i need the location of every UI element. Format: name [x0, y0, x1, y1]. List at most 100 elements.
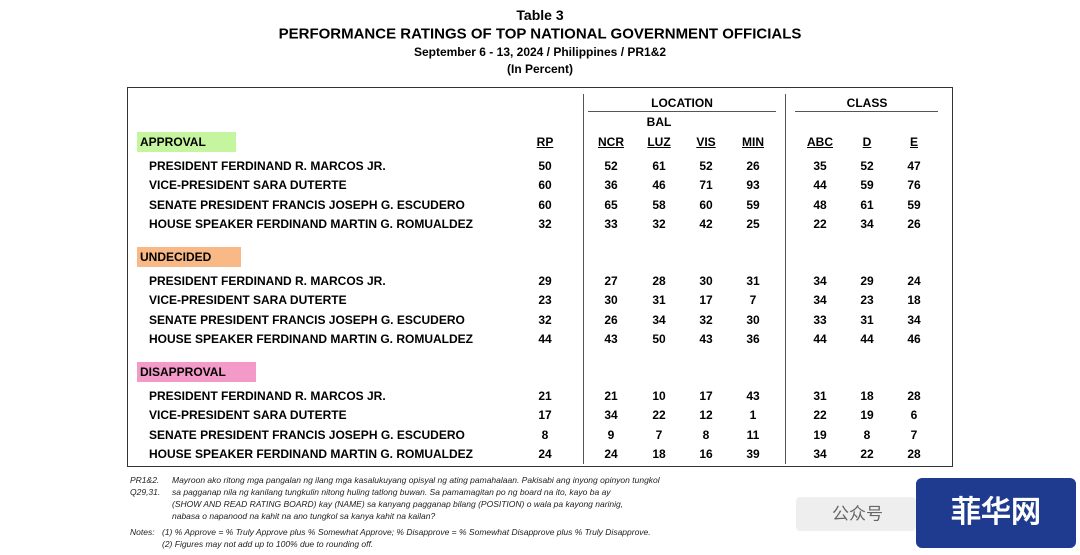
table-frame: [127, 87, 953, 467]
cell-value: 47: [907, 159, 921, 173]
cell-value: 28: [907, 447, 921, 462]
notes-label: Notes:: [130, 526, 155, 537]
cell-value: 58: [652, 197, 666, 212]
cell-value: 26: [604, 312, 618, 327]
group-header: CLASS: [846, 96, 888, 110]
cell-value: 34: [907, 312, 921, 327]
cell-value: 35: [813, 159, 827, 173]
group-header: LOCATION: [651, 96, 713, 110]
cell-value: 17: [538, 408, 552, 423]
group-rule: [588, 111, 776, 112]
cell-value: 28: [652, 274, 666, 288]
cell-value: 34: [860, 217, 874, 232]
cell-value: 24: [907, 274, 921, 288]
cell-value: 52: [604, 159, 618, 173]
cell-value: 19: [860, 408, 874, 423]
row-name: PRESIDENT FERDINAND R. MARCOS JR.: [149, 159, 386, 173]
column-header: RP: [536, 135, 554, 149]
row-name: HOUSE SPEAKER FERDINAND MARTIN G. ROMUAL…: [149, 447, 474, 462]
cell-value: 42: [699, 217, 713, 232]
cell-value: 30: [699, 274, 713, 288]
row-name: HOUSE SPEAKER FERDINAND MARTIN G. ROMUAL…: [149, 217, 474, 232]
cell-value: 43: [604, 332, 618, 347]
cell-value: 32: [652, 217, 666, 232]
notes-line: (1) % Approve = % Truly Approve plus % S…: [162, 526, 651, 537]
row-name: SENATE PRESIDENT FRANCIS JOSEPH G. ESCUD…: [149, 312, 465, 327]
cell-value: 60: [538, 197, 552, 212]
notes-line: (2) Figures may not add up to 100% due t…: [162, 538, 374, 549]
column-header: VIS: [696, 135, 716, 149]
group-rule: [795, 111, 938, 112]
column-header: ABC: [807, 135, 833, 149]
cell-value: 26: [907, 217, 921, 232]
cell-value: 71: [699, 178, 713, 193]
cell-value: 27: [604, 274, 618, 288]
section-label: UNDECIDED: [137, 247, 242, 267]
cell-value: 34: [813, 447, 827, 462]
cell-value: 29: [860, 274, 874, 288]
cell-value: 17: [699, 293, 713, 308]
cell-value: 65: [604, 197, 618, 212]
cell-value: 61: [652, 159, 666, 173]
cell-value: 59: [860, 178, 874, 193]
cell-value: 44: [860, 332, 874, 347]
column-header: MIN: [742, 135, 764, 149]
cell-value: 34: [813, 293, 827, 308]
cell-value: 32: [538, 217, 552, 232]
column-header: LUZ: [647, 135, 671, 149]
cell-value: 50: [538, 159, 552, 173]
unit: (In Percent): [506, 62, 574, 76]
cell-value: 31: [813, 389, 827, 403]
cell-value: 59: [746, 197, 760, 212]
cell-value: 19: [813, 427, 827, 442]
cell-value: 18: [860, 389, 874, 403]
cell-value: 33: [604, 217, 618, 232]
cell-value: 33: [813, 312, 827, 327]
row-name: SENATE PRESIDENT FRANCIS JOSEPH G. ESCUD…: [149, 427, 465, 442]
cell-value: 32: [699, 312, 713, 327]
cell-value: 22: [813, 408, 827, 423]
cell-value: 43: [699, 332, 713, 347]
cell-value: 30: [604, 293, 618, 308]
cell-value: 52: [860, 159, 874, 173]
separator: [583, 94, 584, 464]
cell-value: 31: [746, 274, 760, 288]
cell-value: 44: [813, 332, 827, 347]
cell-value: 34: [604, 408, 618, 423]
cell-value: 7: [655, 427, 663, 442]
cell-value: 34: [652, 312, 666, 327]
row-name: SENATE PRESIDENT FRANCIS JOSEPH G. ESCUD…: [149, 197, 465, 212]
cell-value: 52: [699, 159, 713, 173]
cell-value: 46: [907, 332, 921, 347]
cell-value: 43: [746, 389, 760, 403]
watermark-bg: [796, 497, 916, 531]
watermark-text: 公众号: [832, 504, 883, 524]
cell-value: 44: [538, 332, 552, 347]
separator: [785, 94, 786, 464]
watermark-logo: [916, 478, 1076, 548]
cell-value: 21: [538, 389, 552, 403]
cell-value: 44: [813, 178, 827, 193]
cell-value: 36: [746, 332, 760, 347]
cell-value: 46: [652, 178, 666, 193]
cell-value: 18: [652, 447, 666, 462]
watermark-brand: 菲华网: [951, 496, 1041, 529]
cell-value: 31: [652, 293, 666, 308]
footnote-line: nabasa o napanood na kahit na ano tungko…: [172, 510, 436, 521]
cell-value: 59: [907, 197, 921, 212]
row-name: PRESIDENT FERDINAND R. MARCOS JR.: [149, 389, 386, 403]
cell-value: 8: [863, 427, 871, 442]
cell-value: 50: [652, 332, 666, 347]
cell-value: 93: [746, 178, 760, 193]
cell-value: 7: [910, 427, 918, 442]
cell-value: 8: [541, 427, 549, 442]
cell-value: 8: [702, 427, 710, 442]
row-name: PRESIDENT FERDINAND R. MARCOS JR.: [149, 274, 386, 288]
row-name: VICE-PRESIDENT SARA DUTERTE: [149, 178, 347, 193]
cell-value: 24: [538, 447, 552, 462]
footnote-label: PR1&2.: [130, 474, 160, 485]
cell-value: 16: [699, 447, 713, 462]
table-number: Table 3: [516, 7, 564, 23]
cell-value: 11: [746, 427, 760, 442]
